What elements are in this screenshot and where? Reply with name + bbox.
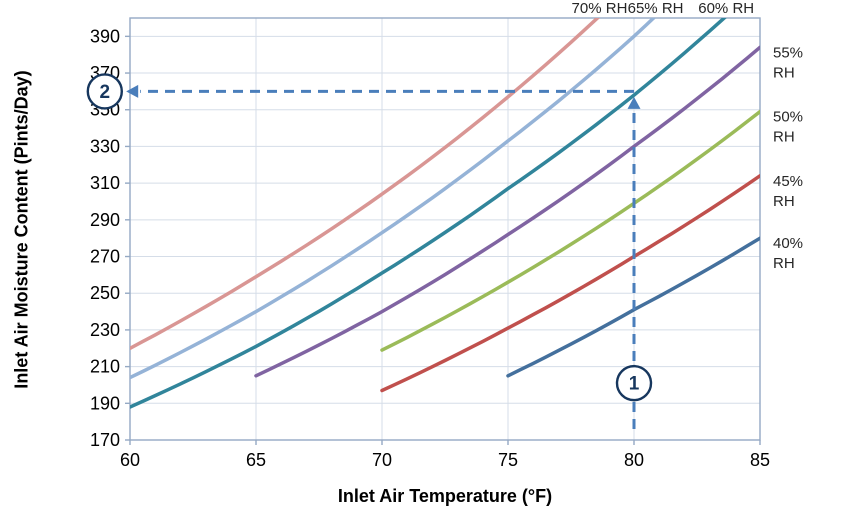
curve-label-50-rh-line-2: RH [773,129,795,146]
x-tick-label-65: 65 [246,450,266,470]
step-marker-1 [615,364,653,402]
step-marker-2 [86,73,124,110]
curve-label-50-rh-line-1: 50% [773,109,803,126]
y-tick-label-190: 190 [90,393,120,413]
curve-65-rh [130,18,657,380]
x-tick-label-75: 75 [498,450,518,470]
x-tick-label-80: 80 [624,450,644,470]
y-tick-label-330: 330 [90,136,120,156]
y-tick-label-390: 390 [90,26,120,46]
x-tick-label-70: 70 [372,450,392,470]
step-1-arrow-head-icon [627,96,641,109]
step-marker-label-1: 1 [629,374,640,395]
curves-group [130,18,760,409]
y-tick-label-310: 310 [90,173,120,193]
curve-label-55-rh-line-1: 55% [773,44,803,61]
curve-label-55-rh-line-2: RH [773,64,795,81]
y-tick-label-230: 230 [90,320,120,340]
curve-label-70-rh: 70% RH [572,0,628,17]
y-tick-label-210: 210 [90,357,120,377]
curve-label-45-rh-line-1: 45% [773,173,803,190]
x-tick-label-85: 85 [750,450,770,470]
y-tick-label-170: 170 [90,430,120,450]
step-marker-label-2: 2 [100,82,111,103]
curve-50-rh [380,109,760,352]
curve-70-rh [130,18,601,351]
curve-label-60-rh: 60% RH [698,0,754,17]
y-axis-title: Inlet Air Moisture Content (Pints/Day) [11,70,32,389]
curve-55-rh [254,45,760,378]
curve-label-65-rh: 65% RH [628,0,684,17]
step-2-arrow-head-icon [126,84,139,98]
x-tick-label-60: 60 [120,450,140,470]
curve-45-rh [380,174,760,393]
plot-border [129,17,761,441]
curve-label-40-rh-line-1: 40% [773,235,803,252]
x-axis-title: Inlet Air Temperature (°F) [337,486,553,506]
curve-60-rh [130,18,727,409]
y-tick-label-290: 290 [90,210,120,230]
y-tick-label-270: 270 [90,247,120,267]
y-tick-label-250: 250 [90,283,120,303]
curve-label-40-rh-line-2: RH [773,255,795,272]
curve-label-45-rh-line-2: RH [773,193,795,210]
